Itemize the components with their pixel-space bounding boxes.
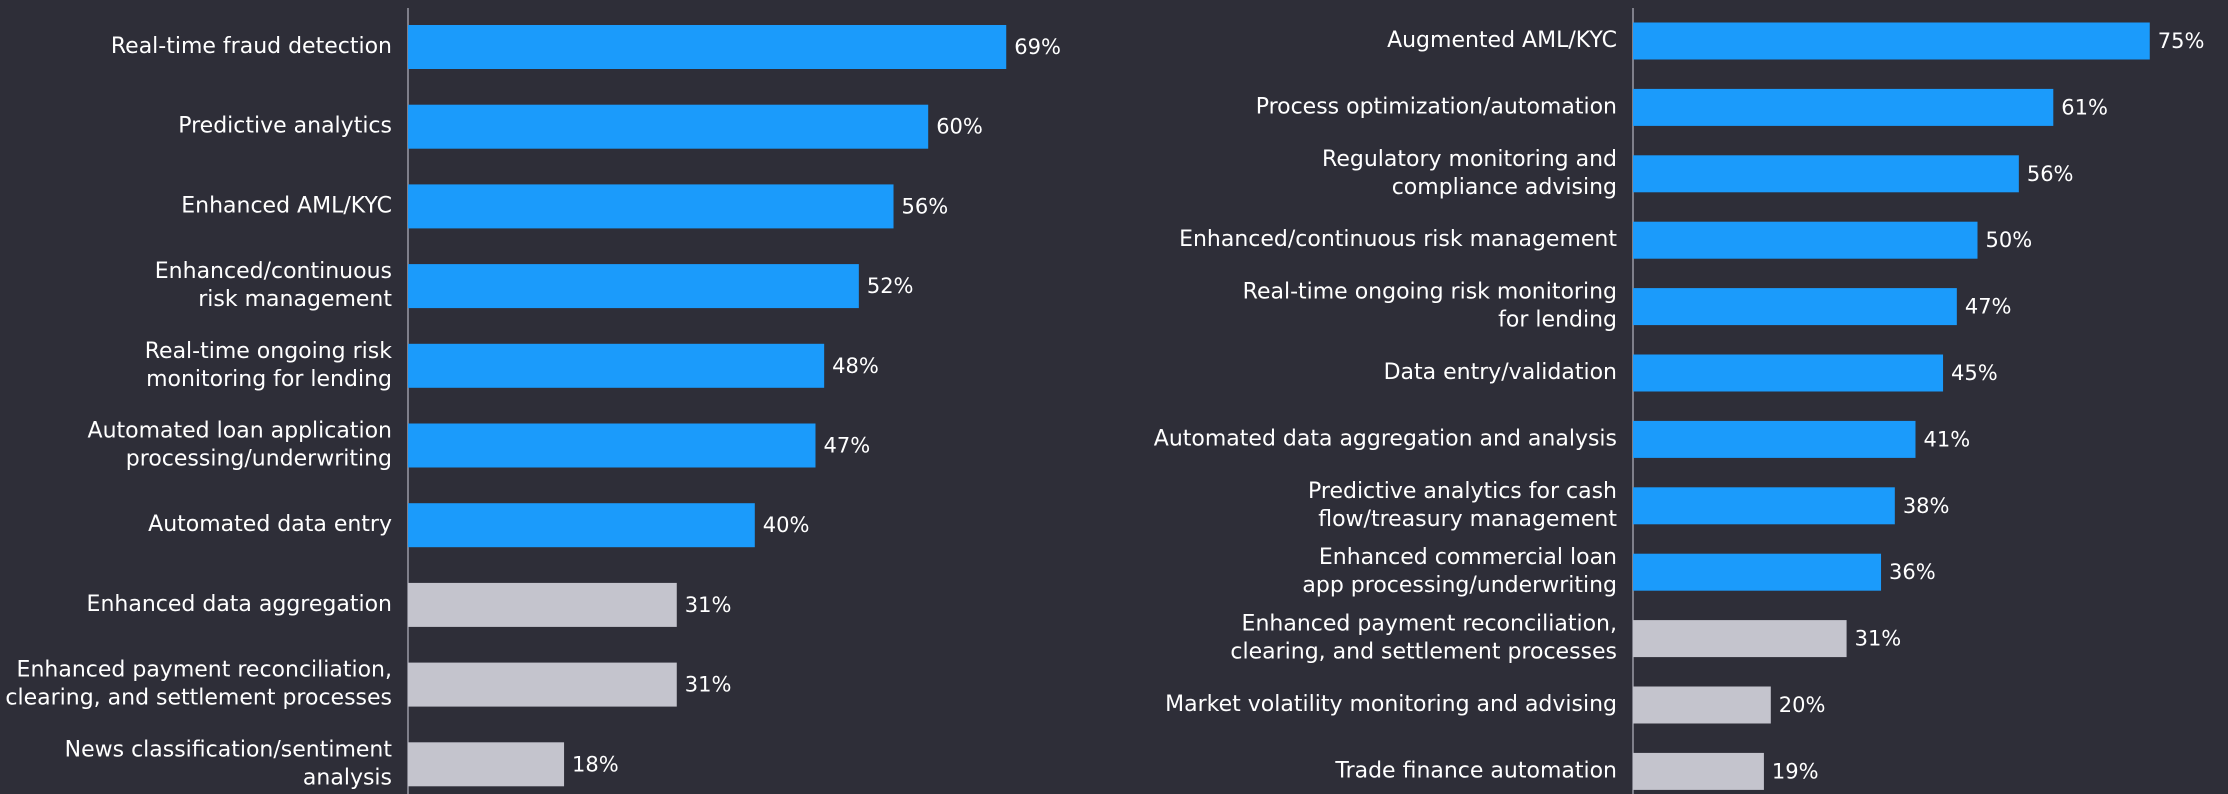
category-label: monitoring for lending — [146, 367, 392, 392]
bar — [408, 582, 677, 627]
value-label: 56% — [902, 194, 949, 218]
category-label: Automated data aggregation and analysis — [1154, 426, 1617, 451]
category-label: Enhanced/continuous — [155, 259, 392, 284]
category-label: Regulatory monitoring and — [1322, 147, 1617, 172]
category-label: Real-time ongoing risk — [145, 339, 393, 364]
bar — [408, 264, 859, 309]
bar — [408, 423, 816, 468]
bar — [1633, 354, 1944, 392]
value-label: 18% — [572, 752, 619, 776]
category-label: processing/underwriting — [126, 447, 392, 472]
value-label: 69% — [1014, 35, 1061, 59]
category-label: Enhanced commercial loan — [1319, 545, 1617, 570]
category-label: risk management — [198, 287, 392, 312]
value-label: 38% — [1903, 494, 1950, 518]
category-label: analysis — [303, 765, 392, 790]
category-label: Real-time ongoing risk monitoring — [1243, 280, 1617, 305]
value-label: 75% — [2158, 29, 2205, 53]
bar — [1633, 288, 1957, 326]
category-label: Enhanced payment reconciliation, — [17, 658, 392, 683]
value-label: 56% — [2027, 162, 2074, 186]
value-label: 47% — [1965, 295, 2012, 319]
value-label: 40% — [763, 513, 810, 537]
bar — [408, 742, 565, 787]
value-label: 47% — [823, 434, 870, 458]
bar — [408, 503, 755, 548]
category-label: Process optimization/automation — [1256, 94, 1617, 119]
category-label: Augmented AML/KYC — [1387, 28, 1617, 53]
bar — [1633, 686, 1771, 724]
value-label: 61% — [2061, 95, 2108, 119]
category-label: for lending — [1498, 308, 1617, 333]
value-label: 52% — [867, 274, 914, 298]
bar — [1633, 155, 2019, 193]
value-label: 41% — [1923, 427, 1970, 451]
bar — [408, 25, 1007, 69]
category-label: Data entry/validation — [1384, 360, 1617, 385]
category-label: compliance advising — [1392, 175, 1617, 200]
value-label: 19% — [1772, 759, 1819, 783]
category-label: clearing, and settlement processes — [1230, 640, 1617, 665]
category-label: flow/treasury management — [1318, 507, 1617, 532]
bar — [1633, 420, 1916, 458]
value-label: 31% — [685, 593, 732, 617]
value-label: 45% — [1951, 361, 1998, 385]
category-label: Automated data entry — [148, 512, 392, 537]
category-label: Real-time fraud detection — [111, 34, 392, 59]
category-label: Enhanced payment reconciliation, — [1242, 612, 1617, 637]
value-label: 60% — [936, 115, 983, 139]
bar — [1633, 22, 2150, 60]
bar — [1633, 487, 1895, 525]
bar — [408, 104, 929, 149]
value-label: 31% — [1855, 627, 1902, 651]
category-label: Enhanced AML/KYC — [181, 193, 392, 218]
bar — [408, 662, 677, 707]
bar — [408, 343, 825, 388]
category-label: Predictive analytics — [178, 114, 392, 139]
bar — [1633, 620, 1847, 658]
category-label: clearing, and settlement processes — [5, 686, 392, 711]
category-label: Trade finance automation — [1334, 758, 1617, 783]
value-label: 31% — [685, 673, 732, 697]
value-label: 36% — [1889, 560, 1936, 584]
bar — [1633, 88, 2054, 126]
bar — [1633, 752, 1764, 790]
bar — [1633, 221, 1978, 259]
category-label: Predictive analytics for cash — [1308, 479, 1617, 504]
category-label: Enhanced/continuous risk management — [1179, 227, 1617, 252]
category-label: News classification/sentiment — [65, 737, 393, 762]
category-label: Market volatility monitoring and advisin… — [1165, 692, 1617, 717]
value-label: 48% — [832, 354, 879, 378]
bar — [408, 184, 894, 229]
value-label: 20% — [1779, 693, 1826, 717]
category-label: Automated loan application — [88, 419, 392, 444]
bar — [1633, 553, 1882, 591]
category-label: Enhanced data aggregation — [87, 592, 392, 617]
category-label: app processing/underwriting — [1302, 573, 1617, 598]
value-label: 50% — [1986, 228, 2033, 252]
